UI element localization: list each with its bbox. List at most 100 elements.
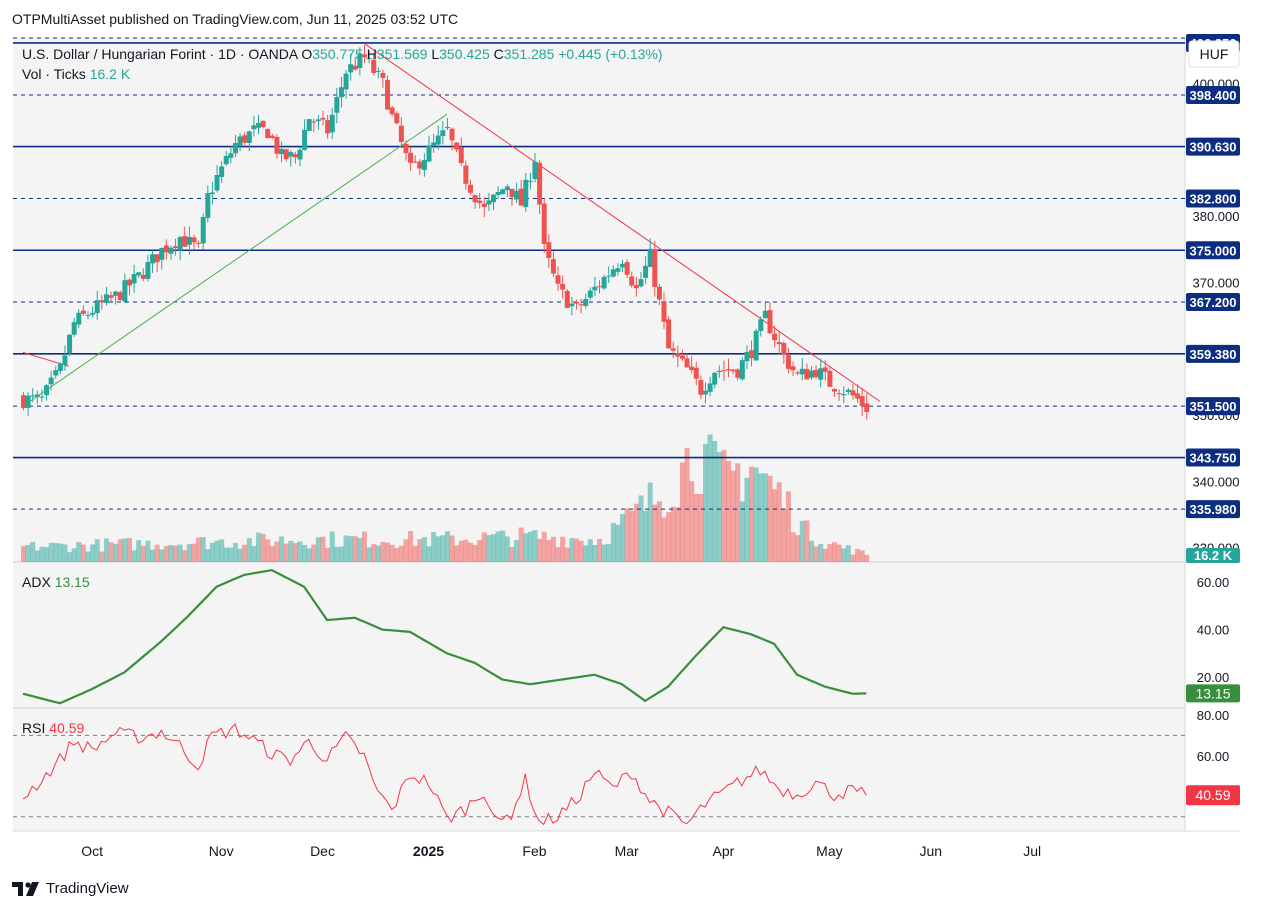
adx-line bbox=[22, 568, 867, 705]
candle-body bbox=[71, 322, 77, 335]
volume-bar bbox=[440, 535, 446, 562]
candle-body bbox=[182, 236, 188, 247]
candle-body bbox=[541, 203, 547, 244]
candle-body bbox=[325, 120, 331, 134]
candle-body bbox=[587, 290, 593, 298]
volume-bar bbox=[375, 545, 381, 562]
volume-bar bbox=[467, 542, 473, 562]
candle-body bbox=[550, 259, 556, 274]
rsi-value-tag bbox=[1186, 785, 1240, 806]
volume-bar bbox=[859, 550, 865, 562]
volume-bar bbox=[435, 536, 441, 562]
candle-body bbox=[472, 195, 478, 203]
volume-bar bbox=[827, 544, 833, 562]
volume-bar bbox=[237, 548, 243, 562]
candle-body bbox=[219, 166, 225, 177]
candle-body bbox=[283, 149, 289, 160]
volume-bar bbox=[62, 544, 68, 562]
volume-bar bbox=[643, 510, 649, 562]
main-pane-bg bbox=[13, 38, 1185, 562]
candle-body bbox=[338, 87, 344, 98]
volume-bar bbox=[108, 542, 114, 562]
candle-body bbox=[643, 265, 649, 278]
volume-bar bbox=[583, 545, 589, 562]
candle-body bbox=[514, 190, 520, 200]
candle-body bbox=[684, 358, 690, 368]
volume-bar bbox=[822, 548, 828, 562]
volume-bar bbox=[412, 545, 418, 562]
candle-body bbox=[656, 286, 662, 300]
candle-body bbox=[99, 300, 105, 303]
volume-bar bbox=[463, 539, 469, 562]
candle-body bbox=[232, 143, 238, 154]
volume-bar bbox=[265, 539, 271, 562]
volume-bar bbox=[666, 512, 672, 562]
volume-bar bbox=[274, 541, 280, 562]
adx-legend: ADX 13.15 bbox=[22, 574, 90, 590]
candle-body bbox=[712, 372, 718, 385]
rsi-value-label: 40.59 bbox=[1195, 787, 1230, 803]
volume-bar bbox=[205, 549, 211, 562]
rsi-legend: RSI 40.59 bbox=[22, 720, 84, 736]
candle-body bbox=[108, 295, 114, 298]
candle-body bbox=[361, 54, 367, 58]
level-price-tag bbox=[1186, 86, 1240, 105]
volume-bar bbox=[177, 544, 183, 562]
level-price-tag bbox=[1186, 189, 1240, 208]
volume-bar bbox=[297, 541, 303, 562]
volume-badge-label: 16.2 K bbox=[1194, 548, 1233, 563]
candle-body bbox=[343, 73, 349, 90]
volume-bar bbox=[288, 540, 294, 562]
candle-body bbox=[836, 393, 842, 395]
candle-body bbox=[633, 285, 639, 289]
candle-body bbox=[117, 292, 123, 300]
level-price-label: 398.400 bbox=[1190, 88, 1237, 103]
candle-body bbox=[624, 262, 630, 275]
candle-body bbox=[122, 280, 128, 302]
candle-body bbox=[408, 152, 414, 163]
level-price-label: 351.500 bbox=[1190, 399, 1237, 414]
volume-bar bbox=[606, 544, 612, 562]
volume-bar bbox=[251, 546, 257, 562]
candle-body bbox=[113, 291, 119, 296]
volume-bar bbox=[80, 544, 86, 562]
candle-body bbox=[154, 254, 160, 263]
volume-bar bbox=[85, 551, 91, 562]
candle-body bbox=[136, 272, 142, 276]
level-price-label: 382.800 bbox=[1190, 192, 1237, 207]
volume-bar bbox=[200, 537, 206, 562]
volume-bar bbox=[656, 501, 662, 562]
volume-bar bbox=[389, 544, 395, 562]
volume-bar bbox=[302, 544, 308, 562]
volume-bar bbox=[223, 547, 229, 562]
candle-body bbox=[320, 117, 326, 120]
volume-bar bbox=[76, 542, 82, 562]
candle-body bbox=[597, 286, 602, 288]
volume-bar bbox=[546, 540, 552, 562]
candle-body bbox=[145, 262, 151, 279]
volume-bar bbox=[537, 538, 543, 562]
adx-tick-label: 20.00 bbox=[1197, 670, 1230, 685]
candle-body bbox=[527, 180, 533, 182]
candle-body bbox=[57, 363, 63, 372]
volume-bar bbox=[329, 531, 335, 562]
candle-body bbox=[785, 355, 791, 369]
volume-bar bbox=[795, 535, 801, 562]
volume-bar bbox=[504, 536, 510, 562]
volume-bar bbox=[684, 447, 690, 562]
volume-bar bbox=[702, 443, 708, 562]
candle-body bbox=[412, 161, 418, 163]
time-axis-label: May bbox=[816, 843, 842, 859]
volume-bar bbox=[417, 539, 423, 562]
volume-bar bbox=[652, 504, 658, 562]
candle-body bbox=[583, 299, 589, 306]
volume-bar bbox=[573, 538, 579, 562]
candle-body bbox=[297, 149, 303, 160]
volume-bar bbox=[256, 532, 262, 562]
candle-body bbox=[426, 145, 432, 162]
volume-bar bbox=[90, 544, 96, 562]
candle-body bbox=[288, 152, 294, 157]
candle-body bbox=[140, 274, 146, 279]
candle-body bbox=[200, 217, 206, 244]
